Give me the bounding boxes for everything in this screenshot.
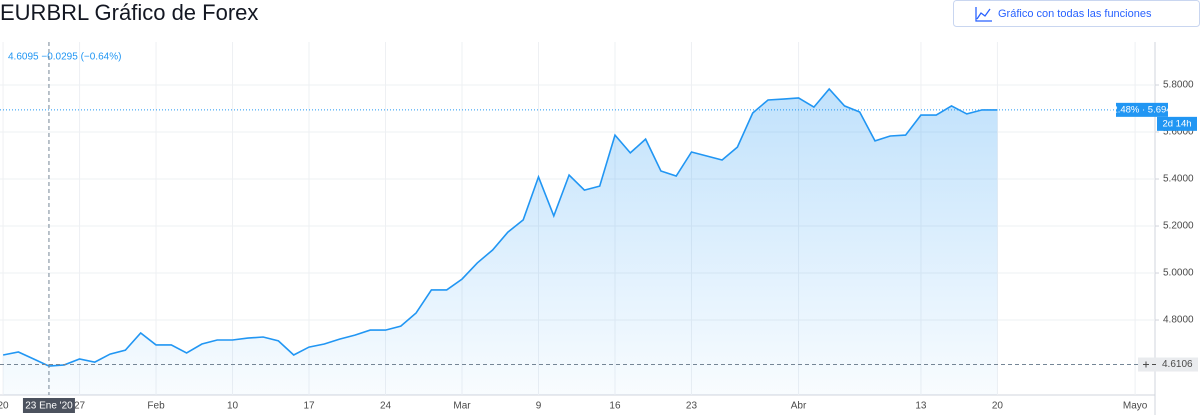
countdown-box xyxy=(1157,116,1197,131)
crosshair-date-box xyxy=(22,398,75,413)
x-tick-label: 27 xyxy=(74,401,86,412)
x-tick-label: Feb xyxy=(147,401,165,412)
button-label[interactable]: Gráfico con todas las funciones xyxy=(998,8,1152,20)
y-tick-label: 5.6000 xyxy=(1163,127,1194,138)
crosshair-date-label: 23 Ene '20 xyxy=(25,401,73,412)
x-tick-label: 17 xyxy=(303,401,315,412)
countdown-label: 2d 14h xyxy=(1162,118,1191,129)
x-tick-label: 10 xyxy=(227,401,239,412)
y-tick-label: 5.4000 xyxy=(1163,174,1194,185)
x-tick-label: Mar xyxy=(453,401,471,412)
crosshair-price-box xyxy=(1138,357,1198,372)
x-tick-label: 16 xyxy=(609,401,621,412)
button-icon xyxy=(975,7,992,22)
x-tick-label: 20 xyxy=(992,401,1004,412)
page-title: EURBRL Gráfico de Forex xyxy=(0,0,258,25)
y-tick-label: 5.2000 xyxy=(1163,221,1194,232)
y-tick-label: 4.8000 xyxy=(1163,315,1194,326)
x-tick-label: 20 xyxy=(0,401,9,412)
crosshair-price-label: 4.6106 xyxy=(1162,359,1193,370)
x-tick-label: Mayo xyxy=(1123,401,1148,412)
x-tick-label: 23 xyxy=(686,401,698,412)
legend-text: 4.6095 −0.0295 (−0.64%) xyxy=(8,52,121,63)
crosshair-icons xyxy=(1143,361,1156,368)
x-tick-label: Abr xyxy=(791,401,807,412)
last-price-box xyxy=(1116,102,1168,117)
y-tick-label: 5.8000 xyxy=(1163,80,1194,91)
x-tick-label: 9 xyxy=(536,401,542,412)
x-tick-label: 24 xyxy=(380,401,392,412)
last-price-label: 22.48% · 5.6943 xyxy=(1107,104,1177,115)
price-line xyxy=(2,87,998,367)
y-tick-label: 5.0000 xyxy=(1163,268,1194,279)
x-tick-label: 13 xyxy=(915,401,927,412)
